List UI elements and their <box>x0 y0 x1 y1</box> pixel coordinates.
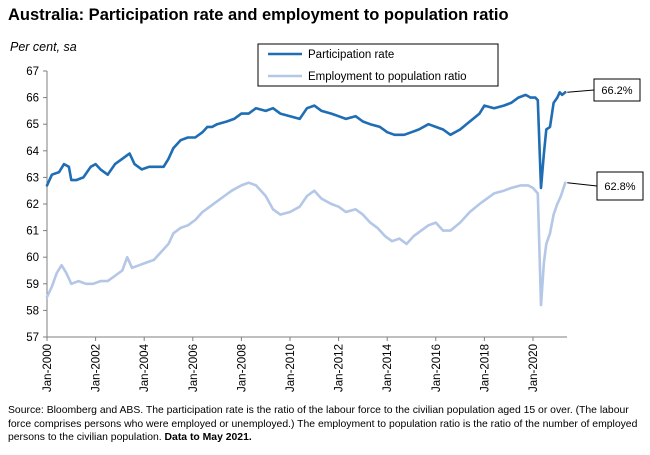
legend-box <box>257 43 499 87</box>
y-tick-label: 60 <box>26 252 39 264</box>
y-tick-label: 62 <box>26 199 39 211</box>
y-axis-ticks: 57 58 59 60 61 62 63 64 65 66 67 <box>26 66 47 344</box>
source-note: Source: Bloomberg and ABS. The participa… <box>8 404 644 445</box>
y-tick-label: 61 <box>26 226 39 238</box>
x-tick-label: Jan-2018 <box>479 344 491 392</box>
x-tick-label: Jan-2006 <box>188 344 200 392</box>
y-tick-label: 64 <box>26 146 39 158</box>
legend: Participation rate Employment to populati… <box>257 43 499 87</box>
legend-label: Employment to population ratio <box>308 71 467 83</box>
y-tick-label: 66 <box>26 93 39 105</box>
participation-end-callout-box <box>593 78 641 102</box>
x-tick-label: Jan-2000 <box>42 344 54 392</box>
source-data-date: Data to May 2021. <box>164 432 252 444</box>
chart-axes <box>46 71 567 338</box>
series-layer <box>45 91 567 307</box>
x-tick-label: Jan-2008 <box>236 344 248 392</box>
y-axis-unit-label: Per cent, sa <box>10 40 77 54</box>
y-tick-label: 58 <box>26 305 39 317</box>
x-tick-label: Jan-2016 <box>431 344 443 392</box>
participation-rate-line <box>45 91 567 190</box>
participation-end-callout: 66.2% <box>601 85 632 97</box>
x-tick-label: Jan-2014 <box>382 343 394 392</box>
callout-leader <box>567 182 598 187</box>
x-tick-label: Jan-2012 <box>334 344 346 392</box>
x-tick-label: Jan-2002 <box>91 344 103 392</box>
y-tick-label: 59 <box>26 279 39 291</box>
employment-end-callout-box <box>596 171 644 201</box>
x-axis-ticks: Jan-2000 Jan-2002 Jan-2004 Jan-2006 Jan-2008… <box>42 337 540 392</box>
end-value-callouts: 66.2% 62.8% <box>567 78 644 201</box>
y-tick-label: 57 <box>26 332 39 344</box>
source-text: Source: Bloomberg and ABS. The participa… <box>8 405 638 444</box>
x-tick-label: Jan-2010 <box>285 344 297 392</box>
employment-end-callout: 62.8% <box>604 181 635 193</box>
callout-leader <box>567 89 595 93</box>
chart-title: Australia: Participation rate and employ… <box>8 6 509 24</box>
legend-label: Participation rate <box>308 49 394 61</box>
x-tick-label: Jan-2004 <box>139 343 151 392</box>
y-tick-label: 63 <box>26 172 39 184</box>
x-tick-label: Jan-2020 <box>528 344 540 392</box>
y-tick-label: 67 <box>26 66 39 78</box>
employment-ratio-line <box>45 181 567 307</box>
y-tick-label: 65 <box>26 119 39 131</box>
